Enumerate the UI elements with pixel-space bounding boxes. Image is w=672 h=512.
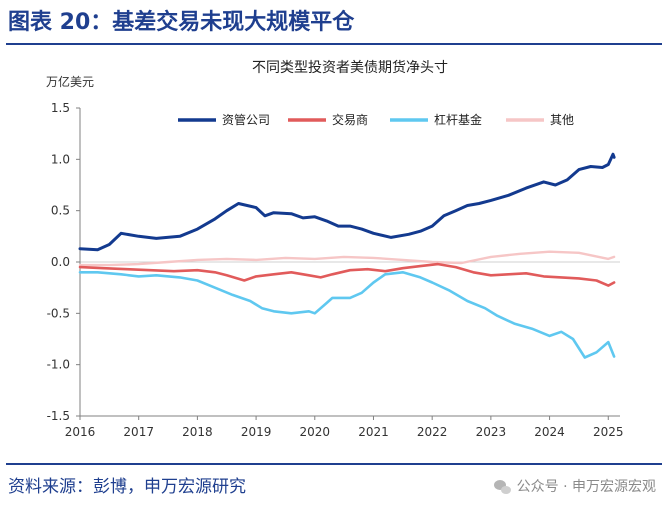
source-divider [6,463,662,465]
y-axis-label: 万亿美元 [46,74,94,89]
x-tick-label: 2018 [182,425,213,439]
x-tick-label: 2023 [476,425,507,439]
watermark-text: 公众号 · 申万宏源宏观 [516,479,656,495]
series-line-2 [78,262,616,287]
y-tick-label: 1.0 [51,152,70,166]
x-tick-label: 2025 [593,425,624,439]
x-tick-label: 2019 [241,425,272,439]
watermark: 公众号 · 申万宏源宏观 [493,474,656,500]
x-tick-label: 2022 [417,425,448,439]
legend-label-4: 其他 [550,113,574,127]
source-text: 资料来源：彭博，申万宏源研究 [8,477,246,497]
y-tick-label: -1.0 [47,358,70,372]
x-tick-label: 2021 [358,425,389,439]
y-tick-label: 1.5 [51,101,70,115]
legend: 资管公司 交易商 杠杆基金 其他 [178,112,574,127]
y-tick-label: 0.0 [51,255,70,269]
x-tick-label: 2020 [300,425,331,439]
y-tick-label: 0.5 [51,204,70,218]
figure-title: 图表 20：基差交易未现大规模平仓 [8,10,355,35]
series-line-1 [78,152,616,252]
title-divider [6,43,662,45]
y-tick-label: -0.5 [47,306,70,320]
line-chart: 不同类型投资者美债期货净头寸 万亿美元 资管公司 交易商 杠杆基金 其他 1.5 1.0… [46,59,624,439]
series-line-4 [78,250,616,267]
plot-area: 1.5 1.0 0.5 0.0 -0.5 -1.0 -1.5 2016 2017 2018 2019… [47,101,624,439]
series-line-3 [78,271,616,359]
x-tick-label: 2016 [65,425,96,439]
wechat-icon [493,479,512,495]
legend-label-2: 交易商 [332,112,368,127]
x-tick-label: 2024 [534,425,565,439]
chart-title: 不同类型投资者美债期货净头寸 [252,59,448,76]
legend-label-3: 杠杆基金 [434,112,482,127]
y-tick-label: -1.5 [47,409,70,423]
x-tick-label: 2017 [123,425,154,439]
legend-label-1: 资管公司 [222,112,270,127]
